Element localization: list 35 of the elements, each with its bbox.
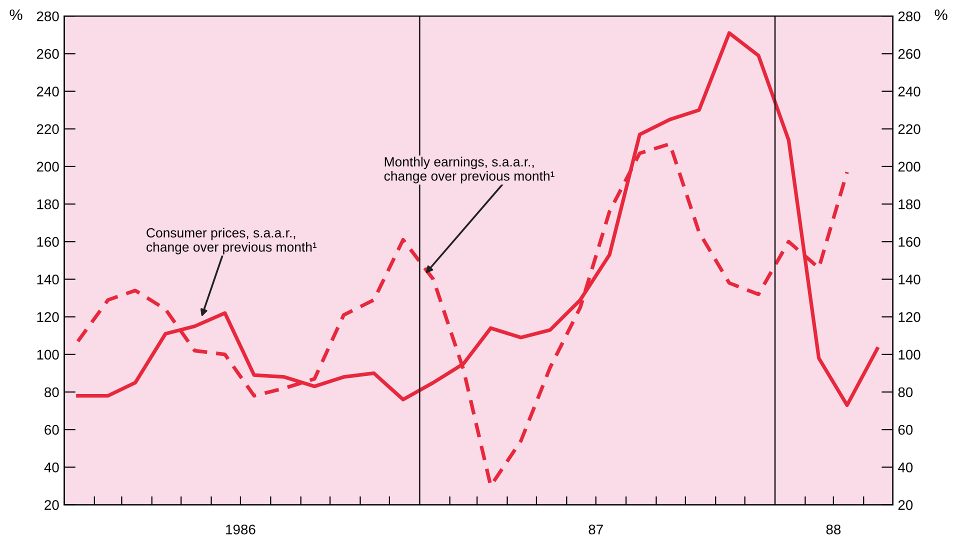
y2-tick-label: 220 bbox=[898, 124, 920, 134]
y2-tick-label: 280 bbox=[898, 11, 920, 22]
annotation: Monthly earnings, s.a.a.r., change over previous month¹ bbox=[384, 156, 554, 184]
y-tick-label: 40 bbox=[44, 462, 59, 472]
y-tick-label: 60 bbox=[44, 424, 59, 435]
x-tick-label: 1986 bbox=[226, 524, 256, 534]
annotation: Consumer prices, s.a.a.r., change over previous month¹ bbox=[146, 228, 317, 254]
y-tick-label: 200 bbox=[36, 162, 59, 172]
y2-tick-label: 20 bbox=[898, 500, 913, 510]
y-tick-label: 220 bbox=[36, 124, 59, 134]
y2-tick-label: 260 bbox=[898, 49, 920, 59]
y-tick-label: 140 bbox=[37, 274, 59, 284]
y-axis-title: % bbox=[10, 9, 22, 20]
y-tick-label: 100 bbox=[37, 350, 59, 360]
y2-tick-label: 240 bbox=[898, 86, 920, 96]
x-tick-label: 88 bbox=[826, 524, 841, 534]
y2-tick-label: 80 bbox=[898, 387, 913, 398]
y2-tick-label: 100 bbox=[898, 350, 920, 360]
y-tick-label: 160 bbox=[37, 236, 59, 247]
y-tick-label: 120 bbox=[37, 312, 59, 322]
y-tick-label: 260 bbox=[36, 49, 59, 59]
x-tick-label: 87 bbox=[588, 524, 603, 534]
y-tick-label: 280 bbox=[36, 11, 59, 22]
y2-tick-label: 40 bbox=[898, 462, 913, 472]
y-tick-label: 20 bbox=[44, 500, 59, 510]
y2-tick-label: 140 bbox=[898, 274, 920, 284]
y2-tick-label: 60 bbox=[898, 424, 913, 435]
y-tick-label: 180 bbox=[37, 199, 59, 210]
y2-axis-title: % bbox=[934, 9, 948, 20]
y2-tick-label: 120 bbox=[898, 312, 920, 322]
y2-tick-label: 200 bbox=[898, 162, 920, 172]
y2-tick-label: 160 bbox=[898, 236, 920, 247]
y-tick-label: 240 bbox=[36, 86, 59, 96]
y2-tick-label: 180 bbox=[898, 199, 920, 210]
y-tick-label: 80 bbox=[44, 387, 59, 398]
